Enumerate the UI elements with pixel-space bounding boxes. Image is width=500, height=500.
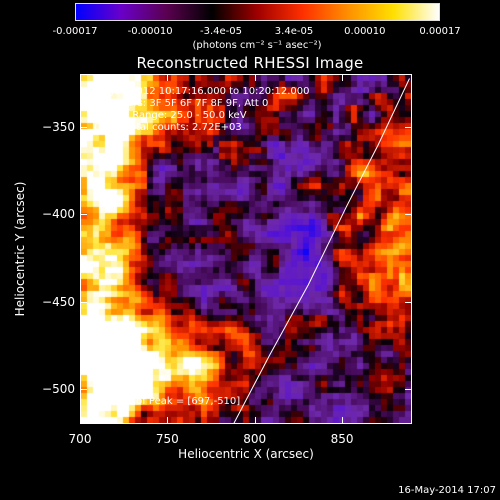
solar-limb-line <box>233 78 410 423</box>
y-tick-mark <box>80 214 87 215</box>
colorbar-tick-label: -0.00017 <box>52 26 98 37</box>
x-tick-mark <box>80 417 81 424</box>
image-plot-area: 18-Jun-2012 10:17:16.000 to 10:20:12.000… <box>80 74 412 424</box>
x-tick-label: 800 <box>243 432 267 446</box>
x-tick-mark <box>80 74 81 81</box>
colorbar-tick-label: -0.00010 <box>127 26 173 37</box>
y-axis-label: Heliocentric Y (arcsec) <box>13 181 27 317</box>
y-tick-mark <box>80 389 87 390</box>
annotation-clean-counts: Clean Total counts: 2.72E+03 <box>94 122 242 133</box>
x-tick-label: 750 <box>155 432 179 446</box>
limb-curve <box>233 78 410 423</box>
annotation-detectors: Detectors: 3F 5F 6F 7F 8F 9F, Att 0 <box>94 98 269 109</box>
x-tick-mark <box>254 417 256 424</box>
annotation-time-range: 18-Jun-2012 10:17:16.000 to 10:20:12.000 <box>94 86 310 97</box>
x-tick-mark <box>342 74 344 81</box>
y-tick-mark <box>405 126 412 128</box>
y-tick-mark <box>405 301 412 303</box>
colorbar <box>75 3 440 21</box>
x-tick-mark <box>342 417 344 424</box>
annotation-energy-range: Energy Range: 25.0 - 50.0 keV <box>94 110 247 121</box>
y-tick-label: −350 <box>42 119 75 134</box>
x-tick-mark <box>254 74 256 81</box>
x-tick-label: 700 <box>68 432 92 446</box>
y-tick-mark <box>405 389 412 390</box>
y-tick-label: −450 <box>42 294 75 309</box>
colorbar-tick-label: 3.4e-05 <box>274 26 314 37</box>
x-tick-mark <box>167 417 169 424</box>
colorbar-tick-label: 0.00017 <box>419 26 461 37</box>
peak-position-label: Position of Peak = [697,-510] <box>94 396 241 407</box>
plot-title: Reconstructed RHESSI Image <box>136 54 364 72</box>
xray-heatmap <box>81 75 411 423</box>
x-axis-label: Heliocentric X (arcsec) <box>178 447 314 461</box>
y-tick-mark <box>405 214 412 215</box>
x-tick-mark <box>167 74 169 81</box>
x-tick-label: 850 <box>330 432 354 446</box>
colorbar-tick-label: 0.00010 <box>344 26 386 37</box>
y-tick-label: −500 <box>42 382 75 396</box>
y-tick-label: −400 <box>42 207 75 221</box>
render-timestamp: 16-May-2014 17:07 <box>398 485 496 496</box>
y-tick-mark <box>80 126 87 128</box>
y-tick-mark <box>80 301 87 303</box>
colorbar-units: (photons cm⁻² s⁻¹ asec⁻²) <box>192 40 322 51</box>
colorbar-tick-label: -3.4e-05 <box>200 26 242 37</box>
